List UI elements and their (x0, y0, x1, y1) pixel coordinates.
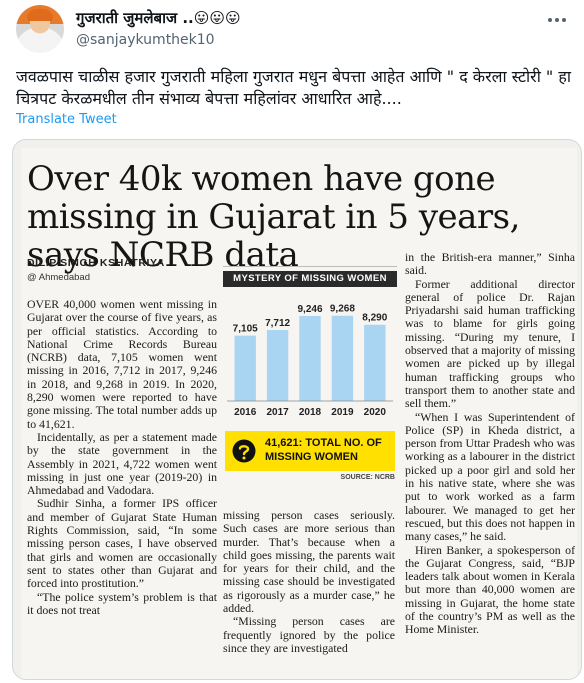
article-dateline: @ Ahmedabad (27, 272, 90, 283)
paragraph: Hiren Banker, a spokesperson of the Guja… (405, 542, 575, 637)
bar-2016 (234, 335, 256, 401)
avatar[interactable] (16, 5, 64, 53)
x-tick-label: 2018 (299, 407, 322, 418)
bar-value-label: 7,712 (265, 318, 290, 329)
x-tick-label: 2016 (234, 407, 257, 418)
bar-chart: 7,105 2016 7,712 2017 9,246 2018 9,268 2019 8,29… (227, 304, 393, 418)
paragraph: Former additional director general of po… (405, 276, 575, 411)
total-banner: 41,621: TOTAL NO. OF MISSING WOMEN (225, 431, 395, 471)
article-column-1: OVER 40,000 women went missing in Gujara… (27, 297, 217, 617)
article-headline: Over 40k women have gone missing in Guja… (27, 159, 520, 275)
source-note: SOURCE: NCRB (340, 474, 395, 481)
total-label: TOTAL NO. OF MISSING WOMEN (265, 437, 382, 463)
paragraph: Incidentally, as per a statement made by… (27, 429, 217, 498)
bar-value-label: 9,246 (297, 304, 322, 315)
total-text: 41,621: TOTAL NO. OF MISSING WOMEN (265, 436, 391, 464)
user-handle[interactable]: @sanjaykumthek10 (76, 32, 215, 48)
article-column-2: missing person cases seriously. Such cas… (223, 508, 395, 655)
x-tick-label: 2019 (331, 407, 354, 418)
paragraph: “Missing person cases are frequently ign… (223, 614, 395, 655)
bar-value-label: 8,290 (362, 313, 387, 324)
paragraph: missing person cases seriously. Such cas… (223, 508, 395, 616)
article-byline: DILIP SINGH KSHATRIYA (27, 257, 165, 269)
question-mark-icon (232, 439, 256, 463)
display-name-text: गुजराती जुमलेबाज .. (76, 9, 194, 27)
tweet-header: गुजराती जुमलेबाज ..😛😛😛 @sanjaykumthek10 (16, 5, 572, 55)
paragraph: “When I was Superintendent of Police (SP… (405, 409, 575, 544)
name-emojis: 😛😛😛 (193, 9, 241, 27)
paragraph: in the British-era manner,” Sinha said. (405, 250, 575, 278)
more-options-icon[interactable] (542, 9, 572, 31)
newspaper-clipping: Over 40k women have gone missing in Guja… (21, 148, 577, 679)
bar-2017 (266, 330, 289, 401)
tweet-text: जवळपास चाळीस हजार गुजराती महिला गुजरात म… (16, 67, 572, 108)
paragraph: OVER 40,000 women went missing in Gujara… (27, 297, 217, 431)
infobox-missing-women: MYSTERY OF MISSING WOMEN 7,105 2016 7,712 2… (223, 266, 397, 502)
paragraph: “The police system’s problem is that it … (27, 589, 217, 617)
bar-2019 (331, 315, 354, 401)
article-column-3: in the British-era manner,” Sinha said. … (405, 250, 575, 637)
bar-2018 (299, 315, 321, 401)
tweet-media-image[interactable]: Over 40k women have gone missing in Guja… (12, 139, 582, 680)
translate-tweet-link[interactable]: Translate Tweet (16, 112, 117, 127)
x-tick-label: 2020 (364, 407, 387, 418)
infobox-title: MYSTERY OF MISSING WOMEN (223, 271, 397, 287)
total-value: 41,621: (265, 437, 303, 449)
display-name[interactable]: गुजराती जुमलेबाज ..😛😛😛 (76, 8, 241, 28)
bar-2020 (364, 324, 386, 401)
bar-value-label: 7,105 (233, 324, 258, 335)
paragraph: Sudhir Sinha, a former IPS officer and m… (27, 496, 217, 591)
x-tick-label: 2017 (266, 407, 289, 418)
avatar-cap (27, 9, 53, 21)
bar-value-label: 9,268 (330, 304, 355, 315)
